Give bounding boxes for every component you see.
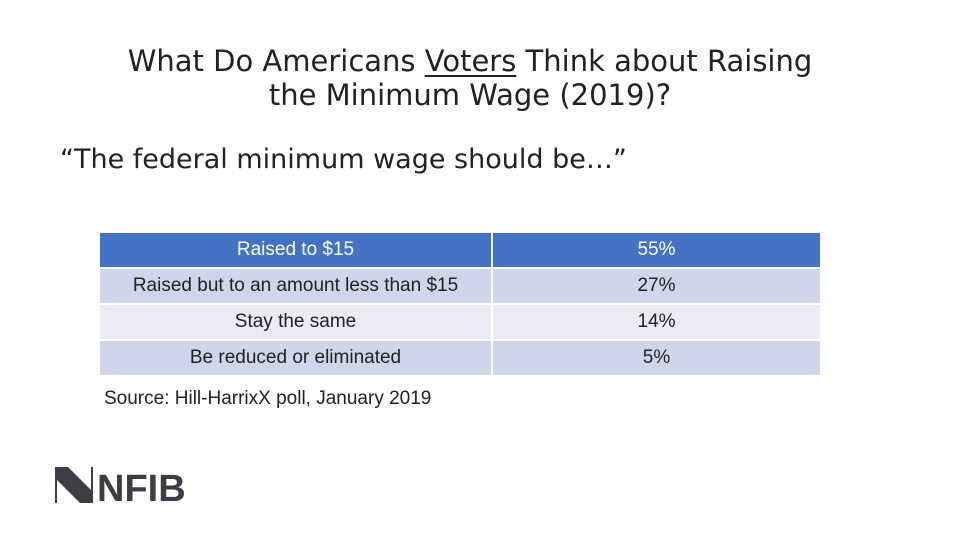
row-value: 55% [491, 231, 822, 269]
nfib-logo: NFIB [55, 467, 186, 505]
row-value: 14% [491, 303, 822, 341]
table-row: Be reduced or eliminated 5% [98, 339, 822, 377]
row-value: 5% [491, 339, 822, 377]
row-label: Stay the same [98, 303, 493, 341]
nfib-logo-mark [55, 467, 93, 503]
table-row: Raised to $15 55% [98, 231, 822, 269]
poll-table: Raised to $15 55% Raised but to an amoun… [98, 231, 822, 377]
quote-text: “The federal minimum wage should be…” [60, 144, 627, 175]
title-line-2: the Minimum Wage (2019)? [268, 78, 672, 112]
source-note: Source: Hill-HarrixX poll, January 2019 [104, 388, 432, 409]
row-label: Raised to $15 [98, 231, 493, 269]
row-value: 27% [491, 267, 822, 305]
table-row: Stay the same 14% [98, 303, 822, 341]
title-underlined-word: Voters [424, 44, 517, 78]
title-line-1: What Do Americans Voters Think about Rai… [127, 44, 813, 78]
slide-title: What Do Americans Voters Think about Rai… [0, 44, 940, 112]
table-row: Raised but to an amount less than $15 27… [98, 267, 822, 305]
nfib-logo-text: NFIB [97, 468, 186, 505]
row-label: Be reduced or eliminated [98, 339, 493, 377]
row-label: Raised but to an amount less than $15 [98, 267, 493, 305]
